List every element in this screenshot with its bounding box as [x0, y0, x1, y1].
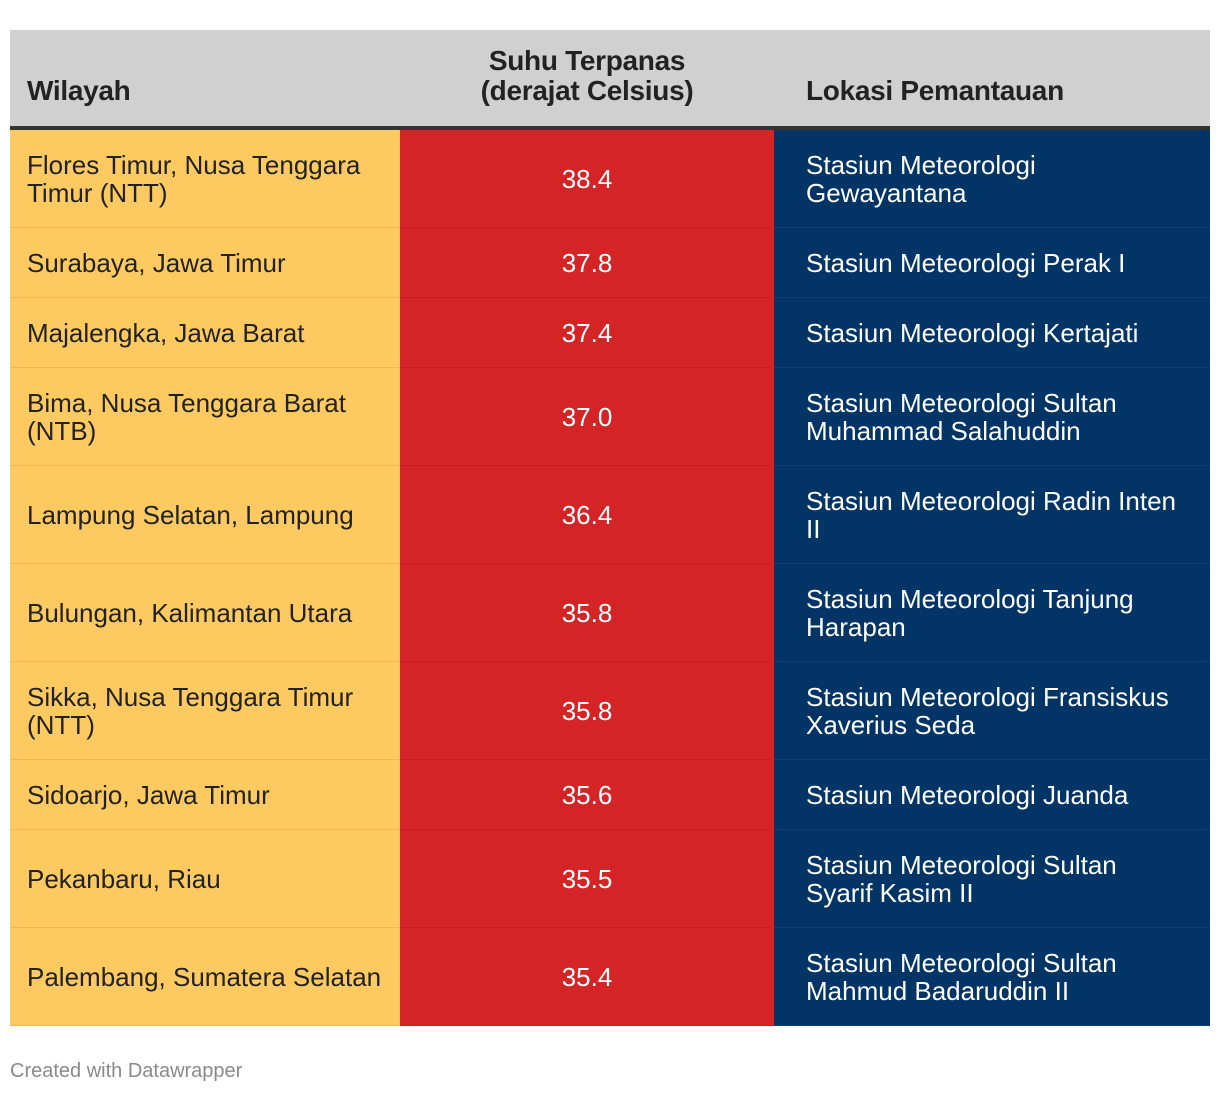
table-row: Surabaya, Jawa Timur 37.8 Stasiun Meteorol…: [10, 228, 1210, 298]
cell-suhu: 37.4: [400, 298, 774, 368]
cell-wilayah: Flores Timur, Nusa Tenggara Timur (NTT): [10, 130, 400, 228]
table-row: Pekanbaru, Riau 35.5 Stasiun Meteorologi S…: [10, 830, 1210, 928]
cell-lokasi: Stasiun Meteorologi Sultan Mahmud Badaru…: [774, 928, 1210, 1026]
cell-suhu: 35.5: [400, 830, 774, 928]
cell-lokasi: Stasiun Meteorologi Kertajati: [774, 298, 1210, 368]
header-suhu-label: Suhu Terpanas (derajat Celsius): [481, 46, 694, 106]
header-wilayah: Wilayah: [10, 30, 400, 126]
table-row: Lampung Selatan, Lampung 36.4 Stasiun Mete…: [10, 466, 1210, 564]
cell-wilayah: Pekanbaru, Riau: [10, 830, 400, 928]
cell-suhu: 36.4: [400, 466, 774, 564]
footer-credit: Created with Datawrapper: [10, 1060, 243, 1082]
cell-suhu: 37.8: [400, 228, 774, 298]
table-row: Palembang, Sumatera Selatan 35.4 Stasiun M…: [10, 928, 1210, 1026]
cell-wilayah: Majalengka, Jawa Barat: [10, 298, 400, 368]
cell-wilayah: Sikka, Nusa Tenggara Timur (NTT): [10, 662, 400, 760]
cell-wilayah: Bima, Nusa Tenggara Barat (NTB): [10, 368, 400, 466]
cell-wilayah: Sidoarjo, Jawa Timur: [10, 760, 400, 830]
cell-wilayah: Bulungan, Kalimantan Utara: [10, 564, 400, 662]
table-row: Bulungan, Kalimantan Utara 35.8 Stasiun Me…: [10, 564, 1210, 662]
cell-lokasi: Stasiun Meteorologi Juanda: [774, 760, 1210, 830]
header-lokasi-label: Lokasi Pemantauan: [806, 75, 1064, 106]
header-suhu-line2: (derajat Celsius): [480, 75, 694, 106]
header-suhu: Suhu Terpanas (derajat Celsius): [400, 30, 774, 126]
cell-suhu: 35.8: [400, 662, 774, 760]
cell-lokasi: Stasiun Meteorologi Fransiskus Xaverius …: [774, 662, 1210, 760]
table-header-row: Wilayah Suhu Terpanas (derajat Celsius) …: [10, 30, 1210, 130]
cell-suhu: 37.0: [400, 368, 774, 466]
header-wilayah-label: Wilayah: [27, 75, 131, 106]
header-suhu-line1: Suhu Terpanas: [488, 45, 686, 76]
table-row: Majalengka, Jawa Barat 37.4 Stasiun Meteor…: [10, 298, 1210, 368]
cell-lokasi: Stasiun Meteorologi Sultan Syarif Kasim …: [774, 830, 1210, 928]
table-row: Bima, Nusa Tenggara Barat (NTB) 37.0 Stasi…: [10, 368, 1210, 466]
cell-lokasi: Stasiun Meteorologi Radin Inten II: [774, 466, 1210, 564]
cell-lokasi: Stasiun Meteorologi Sultan Muhammad Sala…: [774, 368, 1210, 466]
table-row: Flores Timur, Nusa Tenggara Timur (NTT) 3…: [10, 130, 1210, 228]
table-row: Sidoarjo, Jawa Timur 35.6 Stasiun Meteorol…: [10, 760, 1210, 830]
cell-suhu: 35.4: [400, 928, 774, 1026]
table-row: Sikka, Nusa Tenggara Timur (NTT) 35.8 Stas…: [10, 662, 1210, 760]
data-table: Wilayah Suhu Terpanas (derajat Celsius) …: [10, 30, 1210, 1026]
cell-suhu: 38.4: [400, 130, 774, 228]
cell-wilayah: Lampung Selatan, Lampung: [10, 466, 400, 564]
cell-suhu: 35.8: [400, 564, 774, 662]
cell-wilayah: Surabaya, Jawa Timur: [10, 228, 400, 298]
cell-lokasi: Stasiun Meteorologi Tanjung Harapan: [774, 564, 1210, 662]
table-body: Flores Timur, Nusa Tenggara Timur (NTT) 3…: [10, 130, 1210, 1026]
header-lokasi: Lokasi Pemantauan: [774, 30, 1210, 126]
cell-lokasi: Stasiun Meteorologi Gewayantana: [774, 130, 1210, 228]
cell-wilayah: Palembang, Sumatera Selatan: [10, 928, 400, 1026]
cell-lokasi: Stasiun Meteorologi Perak I: [774, 228, 1210, 298]
cell-suhu: 35.6: [400, 760, 774, 830]
